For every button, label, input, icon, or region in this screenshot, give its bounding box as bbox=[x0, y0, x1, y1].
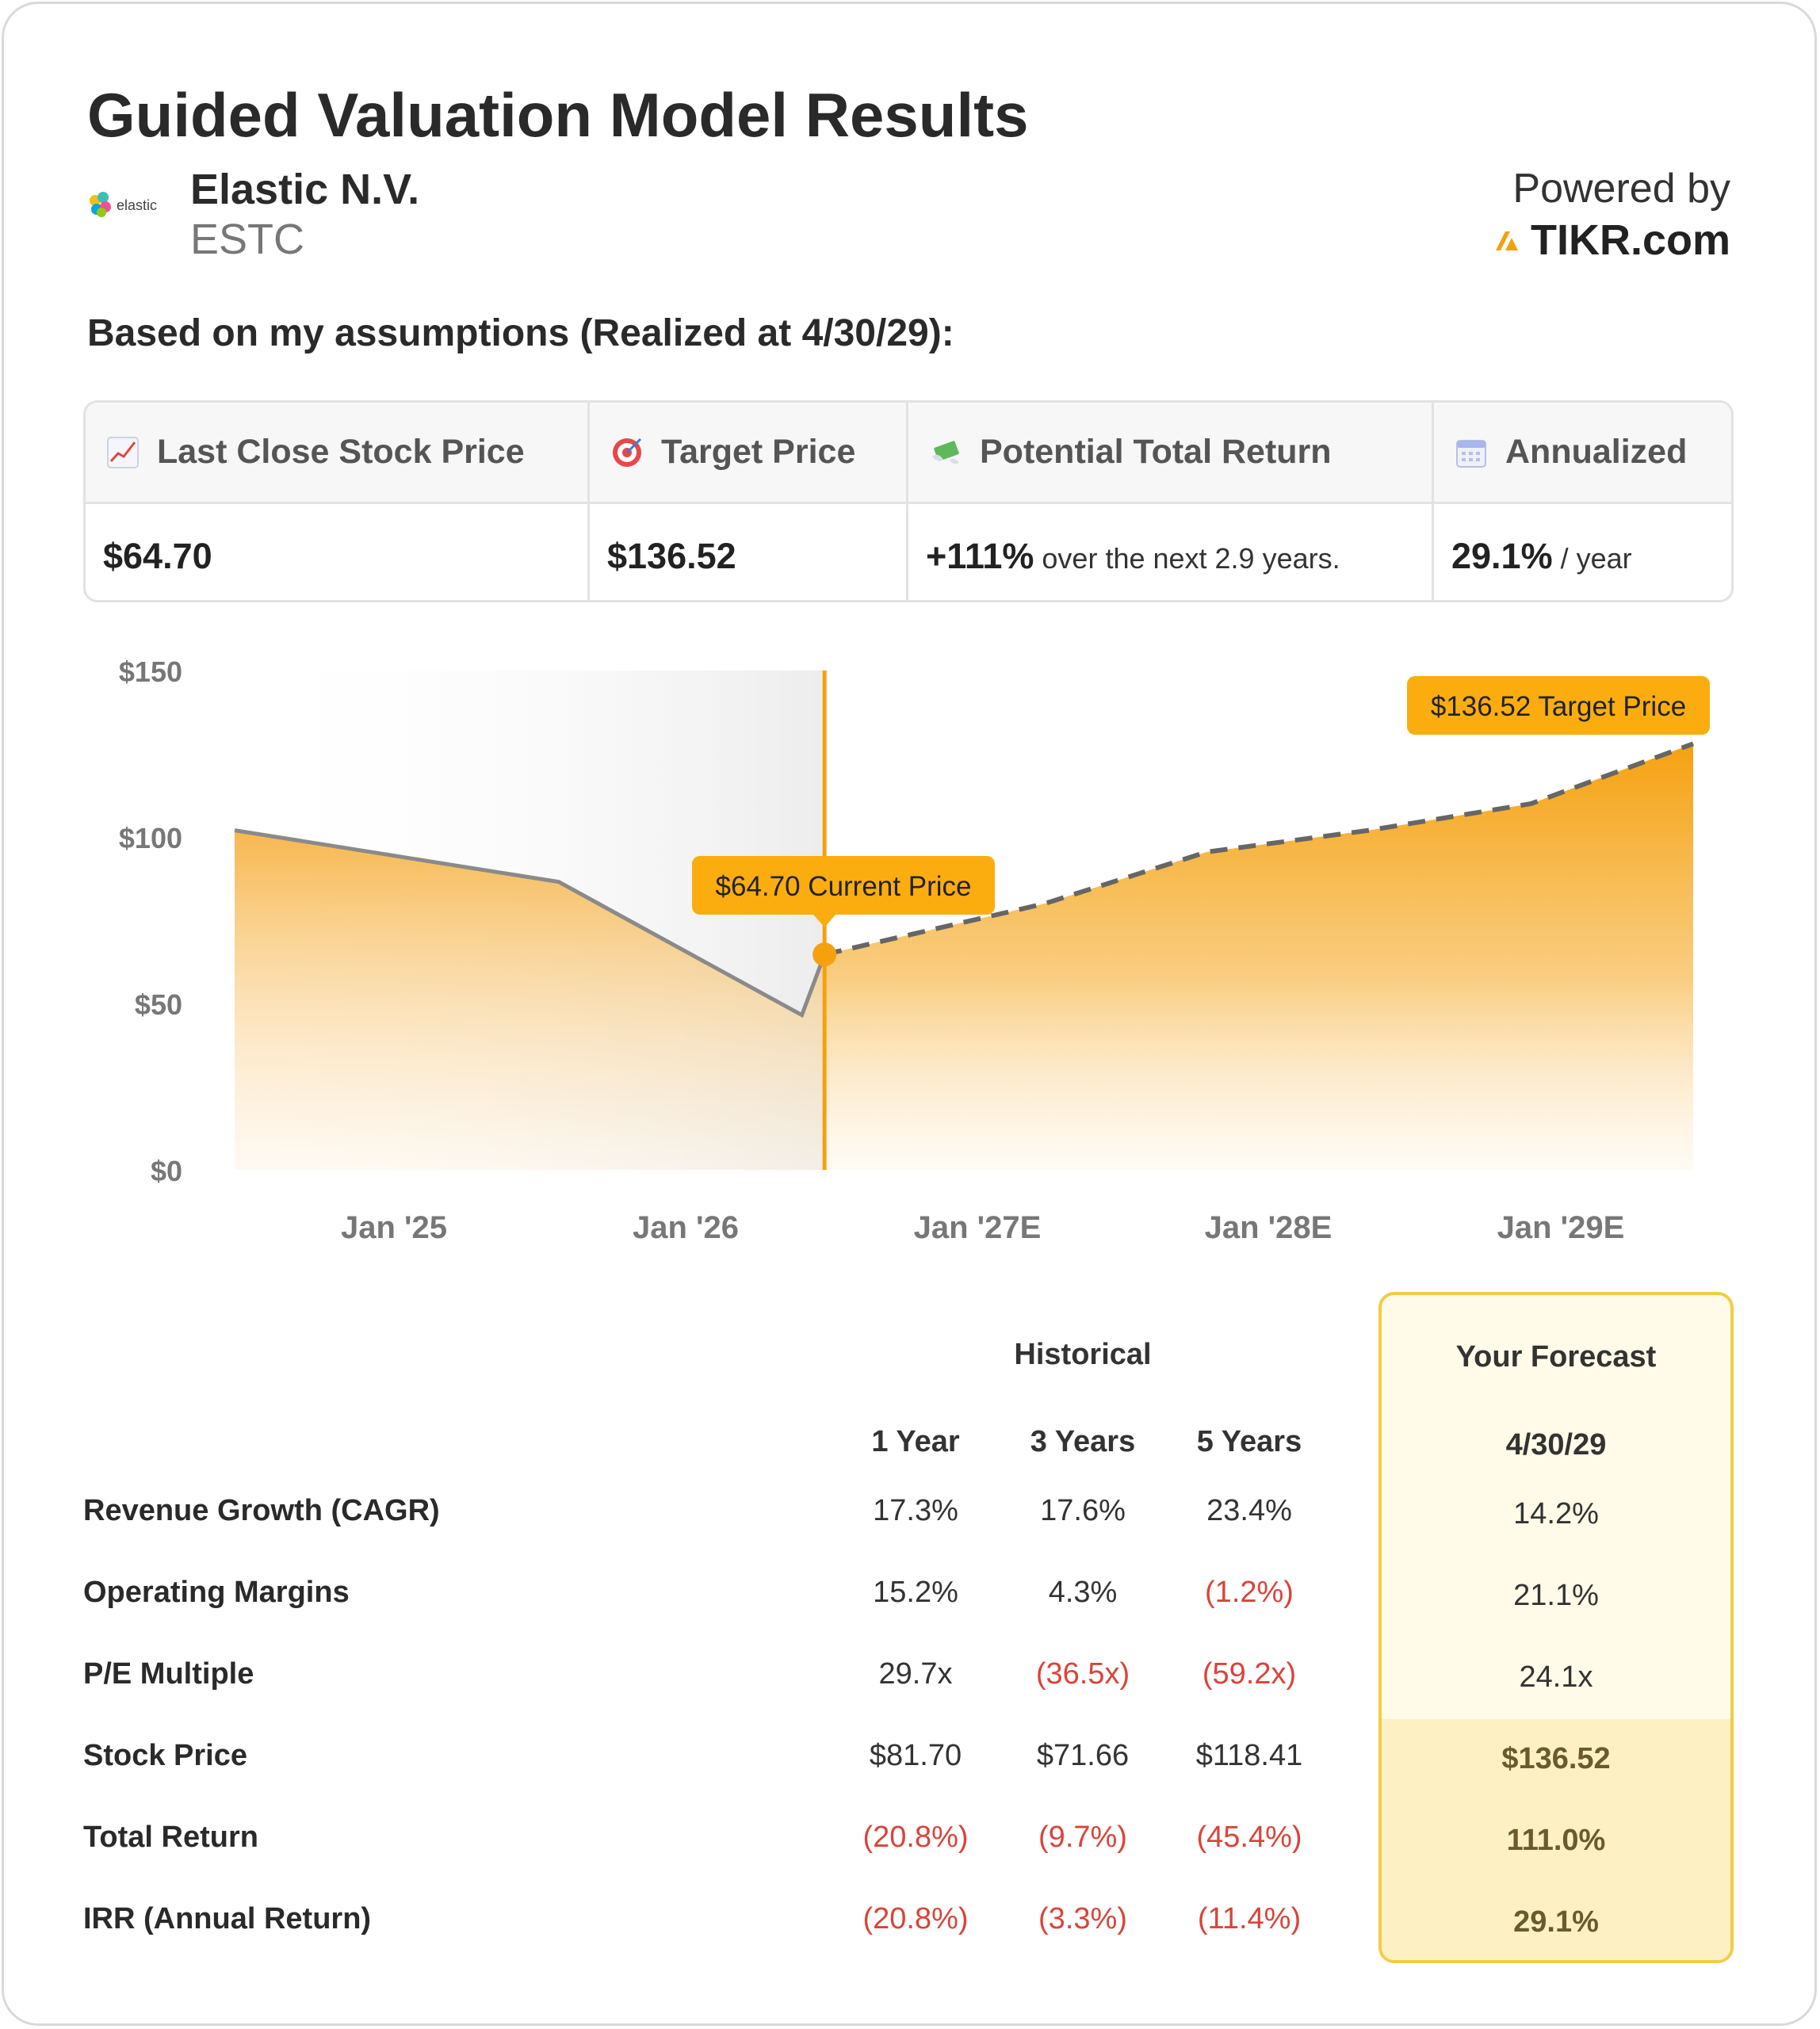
table-cell: (1.2%) bbox=[1205, 1576, 1294, 1609]
powered-by-label: Powered by bbox=[1512, 166, 1730, 212]
table-cell: (59.2x) bbox=[1202, 1657, 1297, 1691]
historical-header: Historical bbox=[1014, 1338, 1152, 1371]
forecast-cell: $136.52 bbox=[1501, 1742, 1611, 1775]
table-cell: (3.3%) bbox=[1038, 1902, 1127, 1935]
money-with-wings-icon bbox=[932, 440, 959, 464]
x-tick-label: Jan '25 bbox=[341, 1210, 447, 1245]
annualized-value: 29.1% / year bbox=[1451, 536, 1632, 576]
table-cell: $81.70 bbox=[869, 1739, 962, 1772]
summary-total-return: Potential Total Return +111% over the ne… bbox=[908, 403, 1434, 600]
row-label: IRR (Annual Return) bbox=[83, 1902, 372, 1935]
company-ticker: ESTC bbox=[190, 216, 305, 263]
x-tick-label: Jan '29E bbox=[1497, 1210, 1625, 1245]
x-tick-label: Jan '28E bbox=[1205, 1210, 1332, 1245]
last-close-value: $64.70 bbox=[103, 536, 212, 576]
col-forecast-date: 4/30/29 bbox=[1505, 1428, 1607, 1462]
current-price-point bbox=[812, 942, 837, 967]
table-cell: $118.41 bbox=[1195, 1739, 1303, 1772]
table-cell: 23.4% bbox=[1206, 1494, 1292, 1527]
svg-text:elastic: elastic bbox=[117, 197, 157, 213]
forecast-cell: 21.1% bbox=[1513, 1579, 1599, 1612]
company-logo: elastic bbox=[90, 192, 157, 217]
target-price-label-bg bbox=[1407, 676, 1710, 735]
table-cell: 4.3% bbox=[1048, 1576, 1118, 1609]
calendar-icon bbox=[1456, 439, 1486, 468]
target-price-label: $136.52 Target Price bbox=[1431, 691, 1686, 722]
row-label: Total Return bbox=[83, 1821, 258, 1854]
col-5-years: 5 Years bbox=[1196, 1425, 1302, 1458]
y-tick-label: $0 bbox=[151, 1155, 182, 1187]
table-cell: $71.66 bbox=[1036, 1739, 1130, 1772]
summary-table: Last Close Stock Price $64.70 Target Pri… bbox=[83, 400, 1734, 602]
table-cell: (11.4%) bbox=[1197, 1902, 1302, 1935]
forecast-cell: 111.0% bbox=[1506, 1824, 1606, 1857]
current-price-label: $64.70 Current Price bbox=[716, 871, 972, 902]
x-tick-label: Jan '26 bbox=[633, 1210, 739, 1245]
page-title: Guided Valuation Model Results bbox=[87, 80, 1029, 150]
company-name: Elastic N.V. bbox=[190, 166, 420, 213]
table-cell: (20.8%) bbox=[862, 1902, 969, 1935]
table-cell: 17.3% bbox=[873, 1494, 958, 1527]
col-1-year: 1 Year bbox=[871, 1425, 960, 1458]
table-cell: (9.7%) bbox=[1038, 1821, 1127, 1854]
table-cell: 15.2% bbox=[873, 1576, 958, 1609]
historical-area bbox=[235, 830, 825, 1170]
y-tick-label: $100 bbox=[119, 822, 182, 854]
y-tick-label: $150 bbox=[119, 655, 182, 688]
forecast-line bbox=[824, 741, 1695, 957]
summary-target-price: Target Price $136.52 bbox=[590, 403, 908, 600]
row-label: Revenue Growth (CAGR) bbox=[83, 1494, 440, 1527]
current-price-label-pointer bbox=[813, 915, 836, 927]
row-label: Operating Margins bbox=[83, 1576, 350, 1609]
table-cell: (20.8%) bbox=[862, 1821, 969, 1854]
tikr-brand[interactable]: TIKR.com bbox=[1494, 216, 1730, 265]
forecast-cell: 29.1% bbox=[1513, 1905, 1599, 1939]
total-return-value: +111% over the next 2.9 years. bbox=[926, 536, 1340, 576]
col-3-years: 3 Years bbox=[1030, 1425, 1136, 1458]
table-cell: 17.6% bbox=[1040, 1494, 1126, 1527]
summary-annualized: Annualized 29.1% / year bbox=[1434, 403, 1731, 600]
summary-last-close: Last Close Stock Price $64.70 bbox=[86, 403, 590, 600]
target-price-value: $136.52 bbox=[607, 536, 736, 576]
target-icon bbox=[613, 438, 642, 467]
row-label: P/E Multiple bbox=[83, 1657, 254, 1691]
chart-increasing-icon bbox=[107, 436, 139, 468]
tikr-brand-text: TIKR.com bbox=[1530, 216, 1730, 264]
table-cell: (36.5x) bbox=[1035, 1657, 1130, 1691]
table-cell: 29.7x bbox=[878, 1657, 953, 1691]
table-cell: (45.4%) bbox=[1196, 1821, 1302, 1854]
forecast-column-box bbox=[1378, 1292, 1734, 1963]
historical-line bbox=[234, 828, 827, 1018]
forecast-area bbox=[824, 743, 1693, 1170]
current-price-label-bg bbox=[692, 856, 995, 915]
row-label: Stock Price bbox=[83, 1739, 247, 1772]
y-tick-label: $50 bbox=[135, 988, 182, 1021]
forecast-header: Your Forecast bbox=[1455, 1340, 1657, 1374]
tikr-logo-icon bbox=[1495, 231, 1518, 250]
forecast-cell: 24.1x bbox=[1519, 1660, 1593, 1694]
price-chart: $0 $50 $100 $150 Jan '25 Jan '26 Jan '27E Jan '… bbox=[119, 655, 1710, 1245]
x-tick-label: Jan '27E bbox=[914, 1210, 1042, 1245]
assumption-line: Based on my assumptions (Realized at 4/3… bbox=[87, 312, 954, 354]
forecast-cell: 14.2% bbox=[1513, 1497, 1599, 1530]
